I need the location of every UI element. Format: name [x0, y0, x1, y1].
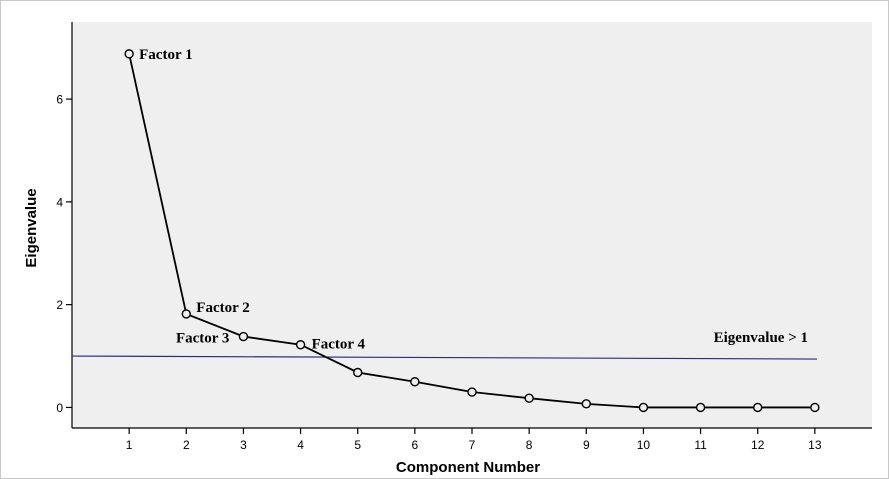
x-axis-title: Component Number — [396, 459, 540, 476]
x-tick-label: 3 — [240, 438, 247, 452]
data-point — [295, 340, 306, 350]
y-axis-title: Eigenvalue — [23, 188, 40, 267]
x-tick-label: 13 — [808, 438, 822, 452]
x-tick-label: 8 — [526, 438, 533, 452]
x-tick-label: 1 — [126, 438, 133, 452]
data-point — [638, 402, 649, 413]
y-tick-label: 6 — [56, 93, 63, 107]
reference-line-label: Eigenvalue > 1 — [714, 330, 808, 346]
x-tick-label: 2 — [183, 438, 190, 452]
data-point — [238, 331, 249, 342]
data-point — [810, 402, 820, 413]
data-point — [181, 309, 191, 319]
factor-annotation: Factor 2 — [196, 300, 249, 316]
data-point — [581, 399, 591, 409]
x-tick-label: 9 — [583, 438, 590, 452]
data-point — [353, 367, 363, 378]
y-tick-label: 4 — [56, 195, 63, 209]
x-tick-label: 11 — [694, 438, 707, 452]
reference-line — [71, 355, 818, 360]
factor-annotation: Factor 3 — [176, 331, 229, 347]
factor-annotation: Factor 4 — [312, 337, 366, 353]
x-tick-label: 6 — [412, 438, 419, 452]
data-point — [753, 402, 763, 413]
data-point — [410, 377, 420, 387]
x-tick-label: 7 — [469, 438, 476, 452]
data-point — [467, 387, 477, 397]
x-tick-label: 12 — [751, 438, 765, 452]
x-tick-label: 5 — [354, 438, 361, 452]
y-tick-label: 0 — [56, 401, 63, 415]
data-point — [695, 402, 706, 413]
data-point — [524, 393, 534, 403]
x-tick-label: 10 — [637, 438, 651, 452]
x-tick-label: 4 — [297, 438, 304, 452]
plot-area — [72, 22, 872, 428]
data-point — [124, 49, 134, 59]
y-tick-label: 2 — [56, 298, 63, 312]
factor-annotation: Factor 1 — [139, 47, 192, 63]
